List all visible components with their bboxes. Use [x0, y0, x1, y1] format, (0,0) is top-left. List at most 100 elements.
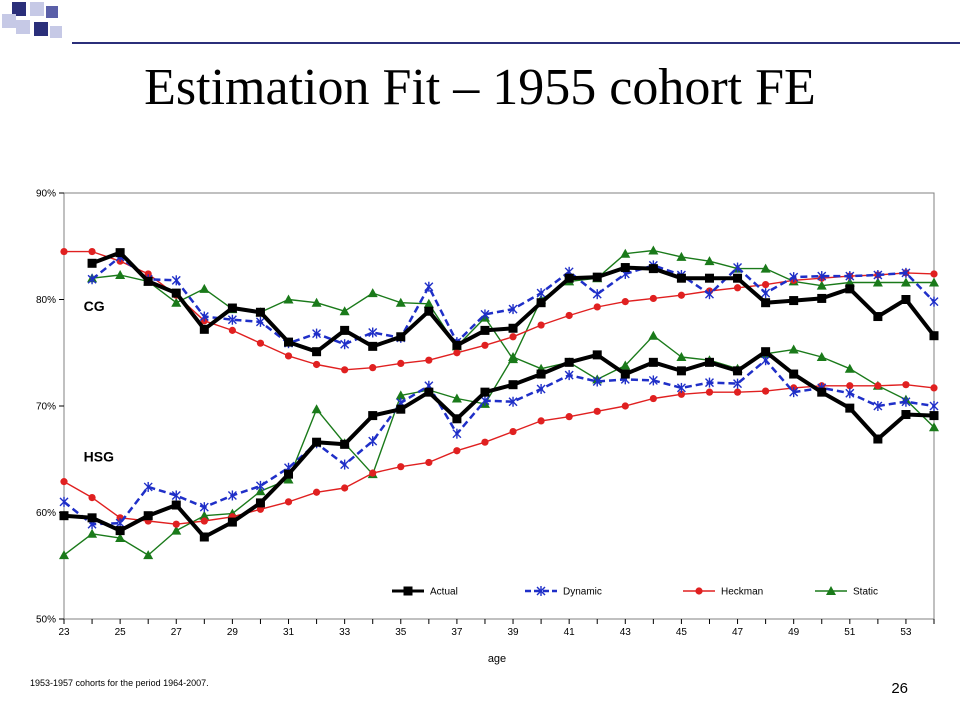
- data-point: [341, 366, 349, 374]
- data-point: [480, 309, 490, 320]
- data-point: [256, 505, 265, 513]
- data-point: [171, 500, 181, 510]
- x-tick-label: 27: [171, 627, 183, 638]
- x-tick-label: 35: [395, 627, 407, 638]
- legend-marker: [403, 586, 413, 596]
- data-point: [704, 289, 714, 300]
- data-point: [341, 484, 349, 492]
- data-point: [312, 360, 321, 369]
- legend: Actual Dynamic Heckman Static: [392, 586, 878, 598]
- data-point: [424, 306, 434, 316]
- data-point: [284, 352, 293, 360]
- data-point: [873, 434, 883, 444]
- chart-footnote: 1953-1957 cohorts for the period 1964-20…: [30, 678, 209, 688]
- data-point: [816, 280, 827, 290]
- x-tick-label: 25: [115, 627, 127, 638]
- y-tick-label: 80%: [36, 295, 56, 306]
- data-point: [424, 387, 434, 397]
- data-point: [199, 311, 209, 322]
- data-point: [367, 288, 378, 298]
- data-point: [733, 262, 743, 273]
- x-tick-label: 51: [844, 627, 856, 638]
- data-point: [621, 402, 629, 410]
- data-point: [256, 339, 265, 347]
- decor-square-light: [50, 26, 62, 38]
- data-point: [592, 376, 602, 387]
- data-point: [199, 510, 210, 520]
- data-point: [929, 411, 939, 421]
- data-point: [340, 339, 350, 350]
- data-point: [284, 337, 294, 347]
- legend-item-actual: Actual: [392, 586, 458, 598]
- data-point: [59, 511, 69, 521]
- data-point: [368, 327, 378, 338]
- data-point: [705, 388, 714, 396]
- y-tick-label: 70%: [36, 402, 56, 413]
- decor-square-light: [2, 14, 16, 28]
- data-point: [788, 344, 799, 354]
- data-point: [762, 387, 770, 395]
- data-point: [536, 298, 546, 308]
- data-point: [453, 349, 461, 357]
- legend-label: Static: [853, 587, 878, 598]
- data-point: [789, 272, 799, 283]
- data-point: [199, 502, 209, 513]
- data-point: [902, 381, 910, 389]
- data-point: [817, 293, 827, 303]
- data-point: [733, 273, 743, 283]
- data-point: [733, 378, 743, 389]
- title-rule: [72, 42, 960, 44]
- annotation-hsg: HSG: [84, 448, 114, 464]
- data-point: [676, 273, 686, 283]
- data-point: [200, 517, 208, 525]
- data-point: [397, 463, 405, 471]
- data-point: [199, 532, 209, 542]
- data-point: [537, 321, 545, 329]
- series-line: [64, 250, 935, 371]
- data-point: [817, 271, 827, 282]
- y-tick-label: 50%: [36, 615, 56, 626]
- data-point: [171, 490, 181, 501]
- series-line: [63, 358, 935, 526]
- data-point: [172, 520, 180, 528]
- data-point: [143, 481, 153, 492]
- data-point: [396, 404, 406, 414]
- series-line: [63, 335, 935, 556]
- data-point: [508, 323, 518, 333]
- data-point: [199, 324, 209, 334]
- x-tick-label: 43: [620, 627, 632, 638]
- data-point: [396, 332, 406, 342]
- data-point: [676, 382, 686, 393]
- x-tick-label: 31: [283, 627, 295, 638]
- data-point: [60, 247, 68, 256]
- data-point: [930, 384, 938, 392]
- legend-label: Heckman: [721, 587, 763, 598]
- data-point: [199, 283, 210, 293]
- data-point: [395, 390, 406, 400]
- data-point: [88, 493, 96, 502]
- data-point: [171, 275, 181, 286]
- data-point: [397, 359, 405, 367]
- corner-decoration: [0, 0, 70, 46]
- data-point: [789, 387, 799, 398]
- data-point: [312, 328, 322, 339]
- x-tick-label: 37: [451, 627, 463, 638]
- data-point: [536, 383, 546, 394]
- data-point: [311, 404, 322, 414]
- data-point: [425, 356, 433, 364]
- data-point: [564, 357, 574, 367]
- decor-square-light: [30, 2, 44, 16]
- data-point: [676, 251, 687, 261]
- data-point: [171, 288, 181, 298]
- data-point: [143, 550, 154, 560]
- x-tick-label: 53: [900, 627, 912, 638]
- decor-square-light: [16, 20, 30, 34]
- data-point: [88, 247, 96, 256]
- data-point: [845, 284, 855, 294]
- series-static-hsg: [59, 330, 939, 560]
- data-point: [873, 312, 883, 322]
- data-point: [816, 352, 827, 362]
- x-tick-label: 49: [788, 627, 800, 638]
- x-tick-label: 29: [227, 627, 239, 638]
- data-point: [872, 277, 883, 287]
